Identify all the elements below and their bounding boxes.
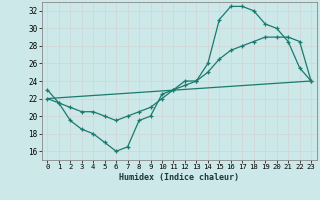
X-axis label: Humidex (Indice chaleur): Humidex (Indice chaleur)	[119, 173, 239, 182]
